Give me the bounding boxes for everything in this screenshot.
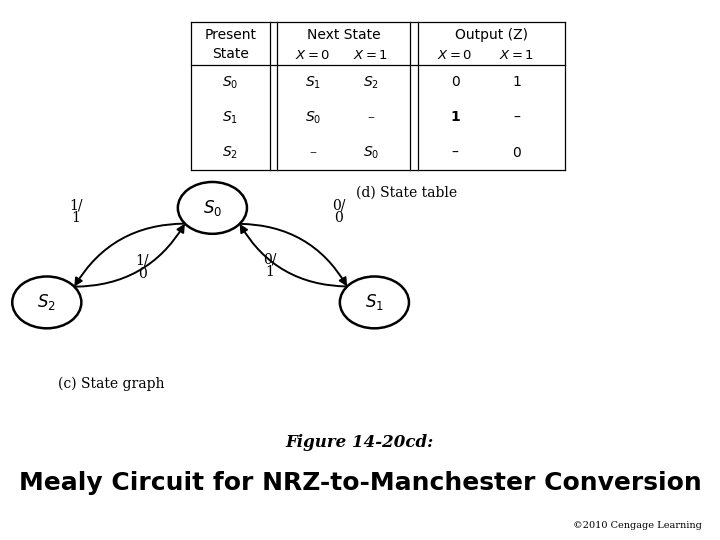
FancyArrowPatch shape	[240, 226, 347, 287]
Text: State: State	[212, 47, 249, 61]
Text: $S_0$: $S_0$	[305, 109, 321, 126]
Text: 0/
0: 0/ 0	[332, 198, 345, 225]
Text: (c) State graph: (c) State graph	[58, 377, 165, 392]
FancyArrowPatch shape	[240, 224, 346, 285]
FancyArrowPatch shape	[76, 224, 185, 285]
FancyArrowPatch shape	[74, 226, 184, 287]
Text: –: –	[451, 146, 459, 159]
Text: Next State: Next State	[307, 28, 381, 42]
Text: $X = 1$: $X = 1$	[354, 49, 388, 62]
Text: 1/
0: 1/ 0	[136, 254, 149, 281]
Text: $S_2$: $S_2$	[37, 292, 56, 313]
Text: –: –	[367, 111, 374, 124]
Text: $S_2$: $S_2$	[363, 74, 379, 91]
Text: 0/
1: 0/ 1	[264, 252, 276, 279]
Circle shape	[12, 276, 81, 328]
Text: $S_1$: $S_1$	[365, 292, 384, 313]
Text: 1/
1: 1/ 1	[69, 198, 82, 225]
Text: (d) State table: (d) State table	[356, 185, 457, 199]
Circle shape	[178, 182, 247, 234]
Text: $X = 0$: $X = 0$	[295, 49, 331, 62]
Text: $X = 1$: $X = 1$	[500, 49, 534, 62]
Text: ©2010 Cengage Learning: ©2010 Cengage Learning	[573, 521, 702, 530]
Text: $S_1$: $S_1$	[305, 74, 321, 91]
Text: $X = 0$: $X = 0$	[437, 49, 473, 62]
Text: $S_0$: $S_0$	[363, 144, 379, 161]
Text: $S_1$: $S_1$	[222, 109, 238, 126]
Text: $S_0$: $S_0$	[203, 198, 222, 218]
Text: 1: 1	[450, 111, 460, 124]
Text: Figure 14-20cd:: Figure 14-20cd:	[286, 434, 434, 451]
Text: Present: Present	[204, 28, 256, 42]
Text: –: –	[513, 111, 521, 124]
Text: $S_2$: $S_2$	[222, 144, 238, 161]
Text: $S_0$: $S_0$	[222, 74, 238, 91]
Text: Output (Z): Output (Z)	[455, 28, 528, 42]
Text: –: –	[310, 146, 317, 159]
Text: 1: 1	[513, 76, 521, 89]
Text: 0: 0	[451, 76, 459, 89]
Text: 0: 0	[513, 146, 521, 159]
Text: Mealy Circuit for NRZ-to-Manchester Conversion: Mealy Circuit for NRZ-to-Manchester Conv…	[19, 471, 701, 495]
Circle shape	[340, 276, 409, 328]
